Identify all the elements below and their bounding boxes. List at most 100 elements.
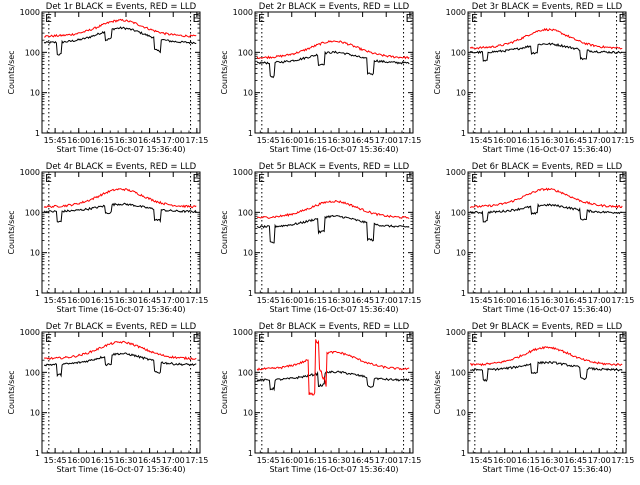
- event-start-label: E: [45, 332, 52, 345]
- x-tick-label: 16:15: [517, 296, 540, 305]
- plot-frame: [467, 331, 627, 454]
- x-tick-label: 16:00: [67, 296, 90, 305]
- x-tick-label: 17:00: [162, 296, 185, 305]
- x-tick-label: 15:45: [257, 456, 280, 465]
- y-tick-label: 1: [248, 129, 253, 138]
- panel-det4r: Det 4r BLACK = Events, RED = LLD 1 10 100 10…: [7, 162, 208, 314]
- series-line-black: [43, 202, 197, 224]
- panel-title: Det 1r BLACK = Events, RED = LLD: [46, 2, 197, 12]
- plot-frame: [467, 11, 627, 134]
- series-line-red: [43, 188, 197, 209]
- y-tick-label: 1000: [20, 8, 40, 17]
- y-axis-label: Counts/sec: [220, 370, 229, 414]
- series-line-red: [256, 40, 410, 60]
- y-tick-label: 1: [461, 449, 466, 458]
- x-axis-label: Start Time (16-Oct-07 15:36:40): [56, 305, 185, 314]
- y-tick-label: 10: [456, 249, 466, 258]
- x-tick-label: 16:30: [327, 456, 350, 465]
- panel-det1r: Det 1r BLACK = Events, RED = LLD 1 10 100 10…: [7, 2, 208, 154]
- event-end-label: E: [193, 172, 200, 185]
- y-tick-label: 100: [451, 208, 466, 217]
- y-axis-label: Counts/sec: [433, 50, 442, 94]
- panel-det7r: Det 7r BLACK = Events, RED = LLD 1 10 100 10…: [7, 322, 208, 474]
- x-tick-label: 17:15: [611, 136, 634, 145]
- y-tick-label: 1000: [20, 328, 40, 337]
- event-end-label: E: [406, 332, 413, 345]
- x-tick-label: 17:15: [398, 136, 421, 145]
- x-tick-label: 16:30: [540, 136, 563, 145]
- panel-title: Det 3r BLACK = Events, RED = LLD: [472, 2, 623, 12]
- event-start-label: E: [258, 172, 265, 185]
- panel-det5r: Det 5r BLACK = Events, RED = LLD 1 10 100 10…: [220, 162, 421, 314]
- event-end-label: E: [193, 332, 200, 345]
- y-tick-label: 100: [25, 368, 40, 377]
- y-tick-label: 100: [238, 48, 253, 57]
- x-tick-label: 16:30: [327, 136, 350, 145]
- x-tick-label: 16:30: [540, 456, 563, 465]
- x-axis-label: Start Time (16-Oct-07 15:36:40): [269, 465, 398, 474]
- x-tick-label: 16:45: [351, 136, 374, 145]
- x-tick-label: 17:15: [185, 456, 208, 465]
- series-line-black: [43, 26, 197, 56]
- x-tick-label: 16:15: [91, 136, 114, 145]
- event-start-label: E: [45, 172, 52, 185]
- x-axis-label: Start Time (16-Oct-07 15:36:40): [269, 305, 398, 314]
- y-tick-label: 10: [30, 249, 40, 258]
- x-tick-label: 17:15: [185, 136, 208, 145]
- panel-title: Det 8r BLACK = Events, RED = LLD: [259, 322, 410, 332]
- x-tick-label: 15:45: [44, 296, 67, 305]
- y-axis-label: Counts/sec: [7, 210, 16, 254]
- event-end-label: E: [619, 172, 626, 185]
- y-tick-label: 100: [451, 48, 466, 57]
- x-tick-label: 16:30: [540, 296, 563, 305]
- series-line-black: [469, 42, 623, 62]
- y-tick-label: 1: [35, 449, 40, 458]
- x-tick-label: 16:45: [138, 296, 161, 305]
- event-start-label: E: [258, 12, 265, 25]
- y-axis-label: Counts/sec: [7, 50, 16, 94]
- x-tick-label: 16:45: [138, 136, 161, 145]
- event-end-label: E: [406, 12, 413, 25]
- y-tick-label: 10: [30, 89, 40, 98]
- x-tick-label: 17:00: [588, 136, 611, 145]
- panel-det2r: Det 2r BLACK = Events, RED = LLD 1 10 100 10…: [220, 2, 421, 154]
- x-tick-label: 17:00: [375, 136, 398, 145]
- x-tick-label: 15:45: [257, 296, 280, 305]
- x-tick-label: 16:15: [91, 456, 114, 465]
- y-tick-label: 1000: [233, 328, 253, 337]
- x-tick-label: 16:00: [493, 456, 516, 465]
- y-tick-label: 1000: [446, 168, 466, 177]
- series-line-red: [469, 187, 623, 209]
- x-tick-label: 17:15: [611, 296, 634, 305]
- panel-det8r: Det 8r BLACK = Events, RED = LLD 1 10 100 10…: [220, 322, 421, 474]
- y-tick-label: 1: [461, 129, 466, 138]
- series-line-black: [469, 203, 623, 223]
- y-tick-label: 1: [35, 129, 40, 138]
- plot-frame: [254, 171, 414, 294]
- x-tick-label: 17:15: [398, 296, 421, 305]
- y-tick-label: 100: [238, 368, 253, 377]
- y-tick-label: 10: [243, 409, 253, 418]
- panel-title: Det 4r BLACK = Events, RED = LLD: [46, 162, 197, 172]
- panel-title: Det 5r BLACK = Events, RED = LLD: [259, 162, 410, 172]
- x-tick-label: 16:30: [114, 456, 137, 465]
- y-tick-label: 100: [238, 208, 253, 217]
- x-tick-label: 16:00: [493, 296, 516, 305]
- x-tick-label: 16:45: [564, 136, 587, 145]
- y-tick-label: 1000: [233, 8, 253, 17]
- y-tick-label: 1: [248, 289, 253, 298]
- x-axis-label: Start Time (16-Oct-07 15:36:40): [269, 145, 398, 154]
- panel-det9r: Det 9r BLACK = Events, RED = LLD 1 10 100 10…: [433, 322, 634, 474]
- event-start-label: E: [45, 12, 52, 25]
- y-tick-label: 1000: [446, 8, 466, 17]
- plot-frame: [254, 11, 414, 134]
- y-tick-label: 1000: [446, 328, 466, 337]
- x-tick-label: 15:45: [470, 456, 493, 465]
- event-start-label: E: [258, 332, 265, 345]
- y-tick-label: 10: [243, 249, 253, 258]
- y-tick-label: 1000: [233, 168, 253, 177]
- x-tick-label: 17:00: [375, 456, 398, 465]
- x-tick-label: 17:00: [162, 456, 185, 465]
- x-tick-label: 15:45: [44, 456, 67, 465]
